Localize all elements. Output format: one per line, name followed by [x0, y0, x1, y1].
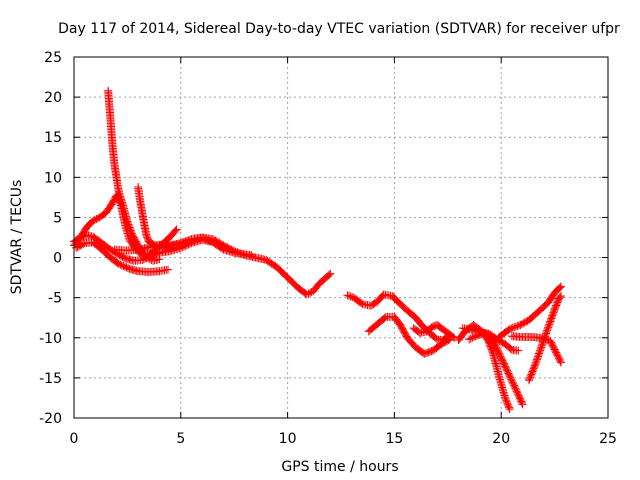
data-point: [448, 332, 457, 341]
data-point: [89, 216, 98, 225]
y-tick-label: -10: [39, 331, 62, 347]
data-point: [86, 219, 95, 228]
data-point: [541, 335, 550, 344]
y-tick-label: 5: [53, 210, 62, 226]
data-markers: [70, 86, 566, 414]
y-tick-label: -5: [48, 291, 62, 307]
data-point: [557, 292, 566, 301]
data-point: [465, 335, 474, 344]
data-point: [78, 232, 87, 241]
series-arc-6: [110, 233, 256, 260]
data-point: [468, 333, 477, 342]
x-tick-label: 25: [599, 431, 617, 447]
data-point: [556, 357, 565, 366]
x-tick-label: 20: [492, 431, 510, 447]
y-tick-label: 10: [44, 170, 62, 186]
data-point: [555, 293, 564, 302]
plot-frame: [73, 56, 609, 419]
data-point: [466, 334, 475, 343]
series-arc-2: [72, 238, 172, 276]
data-point: [172, 225, 181, 234]
data-point: [553, 285, 562, 294]
data-point: [505, 403, 514, 412]
data-point: [90, 215, 99, 224]
data-point: [84, 220, 93, 229]
data-point: [247, 251, 256, 260]
chart-title: Day 117 of 2014, Sidereal Day-to-day VTE…: [58, 21, 620, 37]
data-point: [388, 292, 397, 301]
data-point: [551, 287, 560, 296]
x-tick-label: 15: [385, 431, 403, 447]
data-point: [343, 291, 352, 300]
series-arc-15: [507, 332, 566, 367]
data-point: [391, 295, 400, 304]
series-arc-11: [458, 324, 527, 409]
x-tick-label: 0: [70, 431, 79, 447]
series-arc-9: [409, 320, 459, 342]
x-tick-label: 5: [176, 431, 185, 447]
data-point: [163, 265, 172, 274]
data-point: [83, 222, 92, 231]
y-tick-label: 25: [44, 50, 62, 66]
data-point: [557, 282, 566, 291]
data-point: [552, 286, 561, 295]
data-point: [392, 296, 401, 305]
data-point: [444, 336, 453, 345]
x-tick-label: 10: [279, 431, 297, 447]
data-point: [325, 270, 334, 279]
data-point: [76, 233, 85, 242]
data-point: [82, 223, 91, 232]
series-arc-4: [104, 86, 164, 265]
y-tick-label: 15: [44, 130, 62, 146]
y-tick-label: 0: [53, 251, 62, 267]
data-point: [304, 289, 313, 298]
data-point: [345, 291, 354, 300]
y-tick-label: 20: [44, 90, 62, 106]
data-point: [142, 253, 151, 262]
data-point: [505, 405, 514, 414]
data-point: [145, 255, 154, 264]
data-point: [144, 254, 153, 263]
data-point: [346, 292, 355, 301]
data-point: [554, 284, 563, 293]
data-point: [171, 226, 180, 235]
data-point: [324, 271, 333, 280]
data-point: [92, 215, 101, 224]
data-point: [389, 293, 398, 302]
tick-layer: 0 5 10 15 20 25 -20 -15 -10 -5 0 5 10 15 20 25: [39, 50, 617, 447]
y-tick-label: -20: [39, 411, 62, 427]
data-point: [302, 290, 311, 299]
data-point: [390, 294, 399, 303]
data-point: [155, 255, 164, 264]
data-point: [539, 334, 548, 343]
series-arc-12: [465, 328, 523, 355]
data-point: [514, 346, 523, 355]
data-point: [517, 398, 526, 407]
y-axis-title: SDTVAR / TECUs: [9, 180, 25, 295]
series-arc-8: [364, 312, 454, 358]
data-point: [557, 358, 566, 367]
data-point: [518, 400, 527, 409]
x-axis-title: GPS time / hours: [281, 459, 398, 475]
data-point: [306, 288, 315, 297]
grid-layer: [74, 57, 608, 418]
series-arc-13: [495, 282, 566, 341]
y-tick-label: -15: [39, 371, 62, 387]
data-point: [555, 283, 564, 292]
data-point: [550, 288, 559, 297]
data-point: [326, 269, 335, 278]
